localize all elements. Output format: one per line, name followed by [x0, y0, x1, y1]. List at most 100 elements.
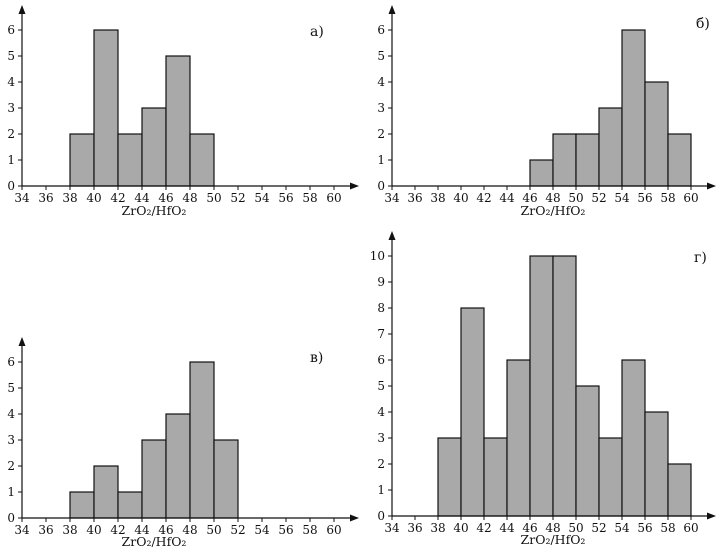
x-axis-arrow-icon [350, 182, 359, 190]
x-tick-label: 52 [591, 521, 606, 535]
y-tick-label: 4 [7, 75, 15, 89]
x-tick-label: 36 [407, 191, 422, 205]
y-tick-label: 2 [377, 457, 385, 471]
x-tick-label: 58 [660, 191, 675, 205]
x-tick-label: 42 [476, 521, 491, 535]
x-tick-label: 34 [14, 523, 30, 537]
y-tick-label: 6 [377, 353, 385, 367]
histogram-bar [93, 465, 119, 519]
y-tick-label: 1 [7, 153, 15, 167]
histogram-bar [165, 55, 191, 187]
x-tick-label: 40 [453, 191, 468, 205]
y-tick-label: 4 [377, 405, 385, 419]
x-tick-label: 60 [326, 191, 341, 205]
y-tick-label: 2 [7, 127, 15, 141]
histogram-bar [189, 133, 215, 187]
y-tick-label: 1 [7, 485, 15, 499]
histogram-bar [141, 107, 167, 187]
y-tick-label: 3 [7, 433, 15, 447]
x-tick-label: 46 [522, 521, 537, 535]
x-tick-label: 50 [206, 523, 221, 537]
panel-label-b: б) [696, 16, 710, 32]
y-tick-label: 9 [377, 275, 385, 289]
histogram-bar [667, 133, 692, 187]
y-tick-label: 5 [377, 379, 385, 393]
y-tick-label: 6 [377, 23, 385, 37]
x-axis-title-v: ZrO₂/HfO₂ [121, 534, 187, 549]
y-tick-label: 1 [377, 153, 385, 167]
x-axis-arrow-icon [707, 512, 716, 520]
y-axis-arrow-icon [388, 231, 396, 240]
y-tick-label: 6 [7, 355, 15, 369]
x-tick-label: 48 [182, 523, 197, 537]
histogram-bar [165, 413, 191, 519]
y-tick-label: 0 [377, 509, 385, 523]
histogram-bar [483, 437, 508, 517]
x-tick-label: 54 [614, 191, 630, 205]
histogram-bar [189, 361, 215, 519]
x-tick-label: 56 [637, 521, 652, 535]
y-tick-label: 5 [7, 381, 15, 395]
histogram-bar [621, 29, 646, 187]
x-tick-label: 42 [110, 523, 125, 537]
panel-label-v: в) [310, 350, 324, 366]
x-tick-label: 50 [206, 191, 221, 205]
histogram-panel-g: 34 36 38 40 42 44 46 48 50 52 54 56 58 60 0 1 2 3 4 5 6 7 8 9 10… [366, 226, 724, 550]
x-tick-label: 40 [453, 521, 468, 535]
histogram-bar [598, 107, 623, 187]
x-tick-label: 36 [38, 191, 53, 205]
y-tick-label: 8 [377, 301, 385, 315]
x-tick-label: 40 [86, 523, 101, 537]
x-tick-label: 52 [230, 191, 245, 205]
x-tick-label: 44 [134, 523, 150, 537]
y-tick-label: 0 [377, 179, 385, 193]
x-tick-label: 42 [476, 191, 491, 205]
x-tick-label: 46 [522, 191, 537, 205]
histogram-bar [529, 255, 554, 517]
x-tick-label: 60 [683, 521, 698, 535]
x-tick-label: 52 [591, 191, 606, 205]
y-tick-label: 4 [7, 407, 15, 421]
histogram-bar [506, 359, 531, 517]
histogram-bar [667, 463, 692, 517]
y-tick-label: 0 [7, 179, 15, 193]
x-tick-label: 38 [62, 191, 77, 205]
histogram-bar [69, 491, 95, 519]
x-tick-label: 48 [182, 191, 197, 205]
histogram-bar [117, 133, 143, 187]
x-tick-label: 38 [430, 191, 445, 205]
x-tick-label: 56 [637, 191, 652, 205]
y-tick-label: 4 [377, 75, 385, 89]
histogram-panel-a: 34 36 38 40 42 44 46 48 50 52 54 56 58 60 0 1 2 3 4 5 6 а) Z… [0, 0, 362, 224]
x-tick-label: 56 [278, 191, 293, 205]
y-tick-label: 6 [7, 23, 15, 37]
y-tick-label: 5 [377, 49, 385, 63]
x-axis-arrow-icon [707, 182, 716, 190]
x-tick-label: 34 [384, 521, 400, 535]
y-tick-label: 2 [377, 127, 385, 141]
histogram-bar [437, 437, 462, 517]
histogram-bar [644, 411, 669, 517]
y-tick-label: 1 [377, 483, 385, 497]
y-tick-label: 3 [377, 101, 385, 115]
histogram-panel-v: 34 36 38 40 42 44 46 48 50 52 54 56 58 60 0 1 2 3 4 5 6 в) Z… [0, 300, 362, 550]
x-tick-label: 58 [302, 191, 317, 205]
x-axis-title-a: ZrO₂/HfO₂ [121, 203, 187, 218]
histogram-bar [575, 385, 600, 517]
histogram-bar [460, 307, 485, 517]
y-axis-arrow-icon [18, 5, 26, 14]
histogram-bar [621, 359, 646, 517]
x-tick-label: 48 [545, 521, 560, 535]
x-tick-label: 54 [254, 191, 270, 205]
y-tick-label: 3 [7, 101, 15, 115]
x-tick-label: 42 [110, 191, 125, 205]
y-tick-label: 7 [377, 327, 385, 341]
y-tick-label: 3 [377, 431, 385, 445]
x-tick-label: 58 [660, 521, 675, 535]
x-tick-label: 56 [278, 523, 293, 537]
x-tick-label: 50 [568, 191, 583, 205]
